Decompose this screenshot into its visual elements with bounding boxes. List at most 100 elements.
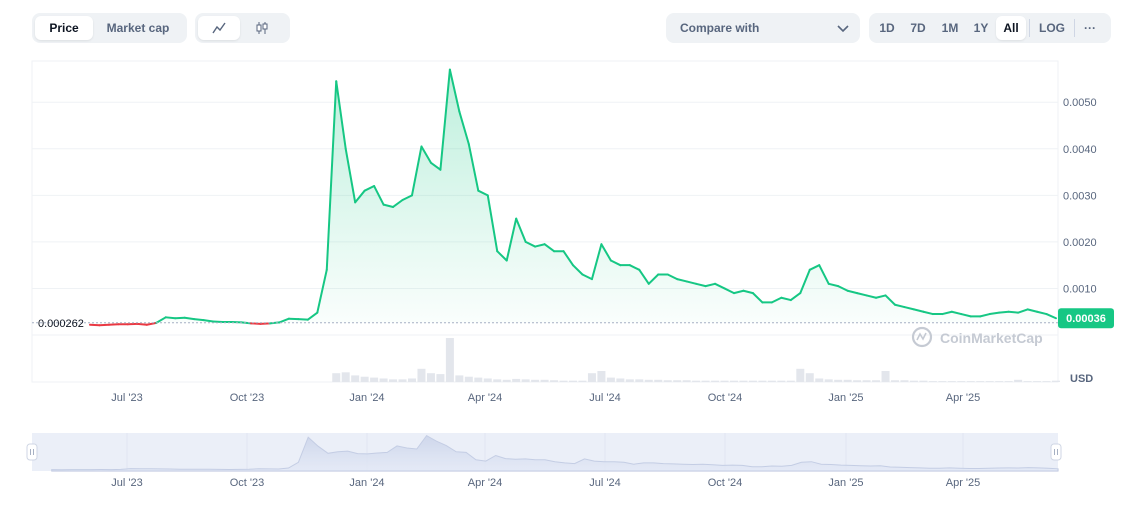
price-line-segment [990, 313, 999, 314]
volume-bar [730, 381, 738, 382]
volume-bar [806, 373, 814, 382]
volume-bar [853, 380, 861, 382]
volume-bar [872, 380, 880, 382]
volume-bar [417, 369, 425, 382]
volume-bar [465, 377, 473, 382]
navigator-x-tick-label: Oct '24 [708, 477, 743, 489]
volume-bar [995, 381, 1003, 382]
volume-bar [645, 380, 653, 382]
volume-bar [342, 372, 350, 382]
volume-bar [673, 380, 681, 382]
volume-bar [976, 381, 984, 382]
x-tick-label: Oct '23 [230, 392, 265, 404]
volume-bar [550, 380, 558, 382]
volume-bar [389, 379, 397, 382]
volume-bar [910, 381, 918, 382]
x-tick-label: Jan '24 [349, 392, 384, 404]
volume-bar [1005, 381, 1013, 382]
x-tick-label: Jul '24 [589, 392, 620, 404]
x-tick-label: Apr '25 [946, 392, 981, 404]
y-tick-label: 0.0010 [1063, 283, 1097, 295]
navigator-selection[interactable] [32, 433, 1058, 471]
x-tick-label: Jan '25 [828, 392, 863, 404]
volume-bar [427, 373, 435, 382]
price-line-segment [166, 317, 175, 318]
volume-bar [626, 379, 634, 382]
volume-bar [721, 381, 729, 382]
price-line-segment [204, 320, 213, 321]
volume-bar [503, 380, 511, 382]
price-line-segment [137, 324, 146, 325]
volume-bar [967, 381, 975, 382]
navigator-x-tick-label: Jul '23 [111, 477, 142, 489]
volume-bar [938, 381, 946, 382]
volume-bar [380, 378, 388, 382]
volume-bar [777, 381, 785, 382]
volume-bar [361, 377, 369, 382]
volume-bar [512, 379, 520, 382]
volume-bar [683, 380, 691, 382]
volume-bar [787, 381, 795, 382]
volume-bar [474, 378, 482, 382]
volume-bar [607, 378, 615, 382]
volume-bar [616, 378, 624, 382]
plot-area [32, 61, 1058, 382]
range-navigator[interactable] [27, 433, 1061, 471]
navigator-right-handle[interactable] [1051, 444, 1061, 460]
navigator-x-tick-label: Oct '23 [230, 477, 265, 489]
x-tick-label: Jul '23 [111, 392, 142, 404]
currency-label: USD [1070, 373, 1093, 385]
volume-bar [635, 379, 643, 382]
volume-bar [948, 381, 956, 382]
volume-bar [1043, 381, 1051, 382]
volume-bar [834, 380, 842, 382]
volume-bar [1033, 381, 1041, 382]
volume-bar [749, 381, 757, 382]
volume-bar [399, 379, 407, 382]
volume-bar [900, 380, 908, 382]
volume-bar [739, 381, 747, 382]
volume-bar [664, 380, 672, 382]
navigator-x-tick-label: Jan '25 [828, 477, 863, 489]
navigator-left-handle[interactable] [27, 444, 37, 460]
volume-bar [702, 381, 710, 382]
volume-bar [1014, 380, 1022, 382]
volume-bar [597, 371, 605, 382]
volume-bar [484, 378, 492, 382]
volume-bar [493, 379, 501, 382]
volume-bar [522, 379, 530, 382]
x-tick-label: Oct '24 [708, 392, 743, 404]
watermark-text: CoinMarketCap [940, 330, 1043, 346]
price-line-segment [1009, 312, 1018, 313]
current-price-label: 0.00036 [1066, 313, 1106, 325]
price-line-segment [194, 319, 203, 320]
volume-bar [531, 380, 539, 382]
y-tick-label: 0.0040 [1063, 144, 1097, 156]
volume-bar [332, 373, 340, 382]
volume-bar [588, 373, 596, 382]
volume-bar [863, 380, 871, 382]
volume-bar [569, 381, 577, 382]
navigator-x-tick-label: Apr '25 [946, 477, 981, 489]
volume-bar [825, 379, 833, 382]
volume-bar [654, 380, 662, 382]
volume-bar [351, 375, 359, 382]
navigator-x-tick-label: Apr '24 [468, 477, 503, 489]
volume-bar [1024, 381, 1032, 382]
navigator-x-tick-label: Jul '24 [589, 477, 620, 489]
baseline-value-label: 0.000262 [38, 318, 84, 330]
volume-bar [541, 380, 549, 382]
y-tick-label: 0.0020 [1063, 237, 1097, 249]
volume-bar [578, 381, 586, 382]
volume-bar [370, 378, 378, 382]
volume-bar [446, 338, 454, 382]
volume-bar [711, 381, 719, 382]
volume-bar [882, 371, 890, 382]
volume-bar [919, 381, 927, 382]
volume-bar [408, 378, 416, 382]
volume-bar [891, 380, 899, 382]
price-line-segment [185, 318, 194, 319]
volume-bar [815, 378, 823, 382]
